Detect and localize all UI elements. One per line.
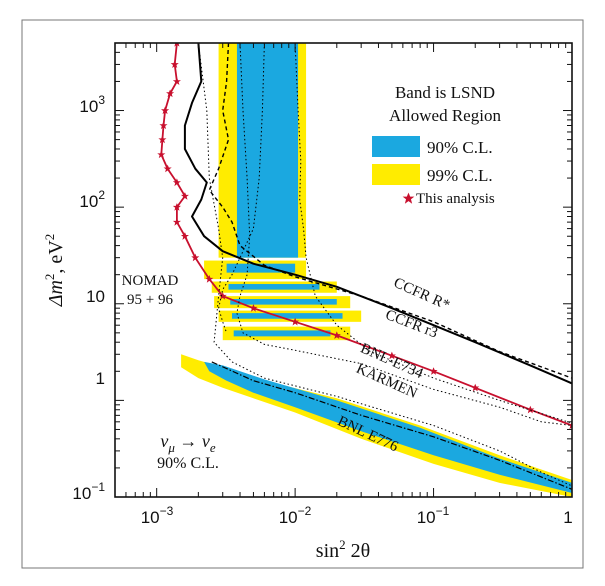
x-tick-label: 10−1 (417, 504, 450, 527)
annotation-ccfr-r3: CCFR r3 (383, 307, 440, 342)
legend-title-line1: Band is LSND (395, 83, 495, 102)
series-point-this-analysis (157, 150, 166, 159)
figure-border (21, 19, 584, 569)
axis-ticks (114, 42, 573, 498)
annotation-nomad: NOMAD (122, 273, 179, 289)
x-axis-label: sin2 2θ (316, 537, 370, 562)
y-tick-labels: 10−1 1 10 102 103 (72, 93, 105, 503)
lsnd-90cl-island (228, 284, 320, 290)
lsnd-bands (181, 43, 572, 497)
x-tick-label: 1 (563, 508, 572, 527)
legend: Band is LSND Allowed Region 90% C.L. 99%… (372, 83, 501, 207)
legend-label-99cl: 99% C.L. (427, 166, 493, 185)
lsnd-90cl-lowmass-band (204, 361, 572, 493)
annotation-ccfr-rstar: CCFR R* (391, 275, 452, 314)
series-point-this-analysis (180, 232, 189, 240)
series-point-this-analysis (172, 218, 181, 226)
series-line-dashdot (211, 361, 572, 490)
series-point-this-analysis (191, 253, 200, 262)
series-line-ccfr-rstar (183, 43, 572, 385)
series-point-this-analysis (163, 164, 172, 173)
limit-curves (157, 43, 572, 490)
y-tick-label: 102 (79, 188, 105, 211)
series-point-this-analysis (172, 77, 181, 86)
lsnd-90cl-island (226, 263, 296, 273)
lsnd-90cl-island (233, 330, 331, 337)
annotation-nomad-years: 95 + 96 (127, 292, 173, 308)
x-tick-label: 10−2 (279, 504, 312, 527)
series-line-bnl-e776-dotted (197, 43, 572, 487)
legend-star-icon (402, 192, 415, 204)
y-tick-label: 10−1 (72, 480, 105, 503)
legend-swatch-90cl (372, 136, 420, 157)
series-line-karmen (236, 43, 572, 426)
lsnd-90cl-island (230, 299, 337, 305)
legend-label-analysis: This analysis (416, 191, 495, 207)
legend-swatch-99cl (372, 164, 420, 185)
series-line-nomad (218, 43, 265, 334)
y-tick-label: 103 (79, 93, 105, 116)
annotation-oscillation-cl: 90% C.L. (157, 455, 219, 472)
x-tick-label: 10−3 (141, 504, 174, 527)
series-line-ccfr-r3 (208, 43, 572, 379)
annotation-oscillation-channel: νμ → νe (160, 431, 216, 455)
lsnd-90cl-island (231, 313, 343, 319)
y-tick-label: 10 (86, 287, 105, 306)
legend-title-line2: Allowed Region (389, 106, 501, 125)
x-tick-labels: 10−3 10−2 10−1 1 (141, 504, 573, 527)
legend-label-90cl: 90% C.L. (427, 138, 493, 157)
plot-frame (114, 42, 573, 498)
y-axis-label: Δm2, eV2 (42, 234, 67, 308)
lsnd-90cl-band (236, 43, 299, 258)
y-tick-label: 1 (96, 369, 105, 388)
